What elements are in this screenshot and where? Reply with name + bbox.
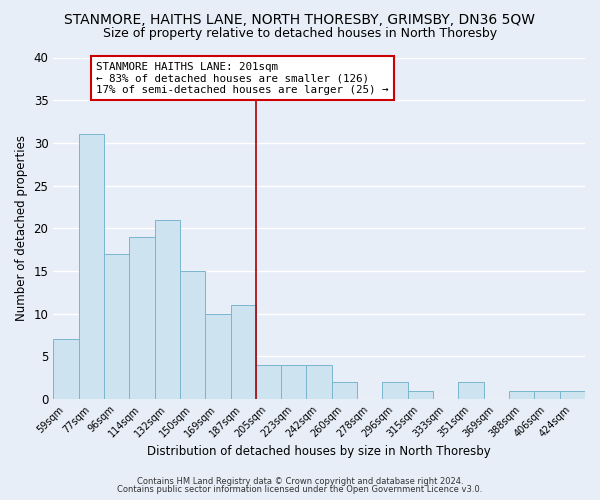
Bar <box>382 382 408 399</box>
Bar <box>281 365 307 399</box>
X-axis label: Distribution of detached houses by size in North Thoresby: Distribution of detached houses by size … <box>147 444 491 458</box>
Text: Contains HM Land Registry data © Crown copyright and database right 2024.: Contains HM Land Registry data © Crown c… <box>137 477 463 486</box>
Bar <box>509 390 535 399</box>
Bar <box>408 390 433 399</box>
Bar <box>79 134 104 399</box>
Bar <box>129 237 155 399</box>
Bar <box>458 382 484 399</box>
Text: Size of property relative to detached houses in North Thoresby: Size of property relative to detached ho… <box>103 28 497 40</box>
Y-axis label: Number of detached properties: Number of detached properties <box>15 136 28 322</box>
Text: STANMORE HAITHS LANE: 201sqm
← 83% of detached houses are smaller (126)
17% of s: STANMORE HAITHS LANE: 201sqm ← 83% of de… <box>97 62 389 95</box>
Bar <box>535 390 560 399</box>
Bar <box>230 305 256 399</box>
Bar <box>155 220 180 399</box>
Bar <box>560 390 585 399</box>
Bar <box>53 340 79 399</box>
Bar <box>307 365 332 399</box>
Text: STANMORE, HAITHS LANE, NORTH THORESBY, GRIMSBY, DN36 5QW: STANMORE, HAITHS LANE, NORTH THORESBY, G… <box>65 12 536 26</box>
Bar <box>205 314 230 399</box>
Bar <box>256 365 281 399</box>
Text: Contains public sector information licensed under the Open Government Licence v3: Contains public sector information licen… <box>118 485 482 494</box>
Bar <box>332 382 357 399</box>
Bar <box>180 271 205 399</box>
Bar <box>104 254 129 399</box>
